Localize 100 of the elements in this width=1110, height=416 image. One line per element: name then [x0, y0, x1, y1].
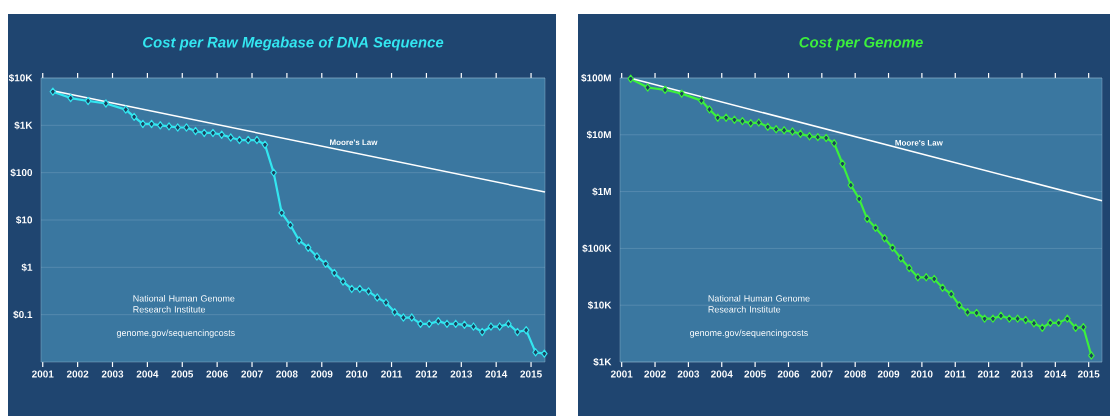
x-tick-label: 2011	[944, 370, 966, 378]
point	[532, 348, 539, 357]
chart-title: Cost per Genome	[799, 36, 923, 51]
point	[183, 123, 190, 132]
x-tick-label: 2002	[644, 370, 666, 378]
point	[1080, 322, 1087, 332]
point	[830, 139, 838, 148]
x-tick-label: 2001	[32, 370, 54, 378]
x-tick-label: 2015	[1077, 370, 1100, 378]
point	[67, 93, 74, 103]
point	[964, 308, 971, 317]
x-tick-label: 2006	[206, 370, 228, 378]
point	[365, 287, 372, 296]
point	[930, 274, 938, 284]
x-tick-label: 2009	[311, 370, 333, 378]
point	[780, 126, 788, 135]
x-tick-label: 2015	[520, 370, 542, 378]
x-tick-label: 2014	[485, 370, 508, 378]
point	[417, 319, 424, 329]
point	[905, 263, 913, 273]
point	[148, 119, 155, 129]
point	[698, 96, 705, 105]
x-tick-label: 2003	[677, 370, 700, 378]
point	[209, 128, 217, 138]
point	[200, 128, 208, 138]
point	[1005, 314, 1013, 323]
point	[1047, 318, 1054, 327]
x-tick-label: 2008	[844, 370, 866, 378]
point	[218, 130, 225, 139]
point	[391, 307, 398, 317]
point	[356, 284, 364, 294]
point	[722, 113, 730, 122]
y-tick-label: $100M	[581, 73, 611, 83]
point	[955, 301, 963, 310]
point	[496, 322, 503, 331]
y-tick-label: $1M	[592, 187, 611, 196]
x-tick-label: 2009	[877, 370, 900, 378]
x-tick-label: 2011	[381, 370, 403, 378]
x-tick-label: 2010	[911, 370, 933, 378]
x-tick-label: 2007	[241, 370, 263, 378]
point	[408, 313, 416, 322]
point	[997, 311, 1005, 321]
point	[373, 293, 381, 302]
point	[678, 89, 686, 98]
point	[295, 236, 303, 245]
x-tick-label: 2003	[101, 370, 124, 378]
point	[348, 284, 356, 294]
x-tick-label: 2012	[415, 370, 438, 378]
x-tick-label: 2013	[1011, 370, 1033, 378]
point	[706, 105, 713, 114]
point	[872, 223, 879, 233]
x-tick-label: 2008	[276, 370, 298, 378]
x-tick-label: 2013	[450, 370, 473, 378]
point	[739, 116, 746, 126]
y-tick-label: $1K	[593, 357, 612, 367]
y-tick-label: $100K	[582, 244, 612, 253]
point	[156, 121, 164, 130]
point	[322, 259, 329, 268]
point	[470, 322, 477, 331]
point	[714, 113, 722, 122]
x-tick-label: 2005	[171, 370, 194, 378]
point	[772, 125, 780, 134]
x-tick-label: 2005	[744, 370, 766, 378]
point	[102, 99, 110, 108]
point	[505, 319, 512, 329]
point	[236, 135, 243, 145]
point	[814, 132, 822, 142]
point	[881, 234, 888, 243]
point	[514, 327, 521, 337]
point	[1055, 318, 1062, 327]
point	[1064, 314, 1071, 323]
point	[939, 283, 946, 292]
point	[382, 298, 390, 307]
point	[1030, 319, 1038, 328]
point	[253, 135, 261, 145]
y-tick-label: $1	[21, 263, 33, 272]
point	[789, 127, 796, 136]
point	[122, 105, 130, 114]
y-tick-label: $1K	[14, 121, 33, 130]
annotation: National Human Genome Research Institute	[133, 295, 235, 313]
y-tick-label: $10K	[587, 301, 612, 310]
y-tick-label: $10K	[8, 73, 33, 83]
point	[192, 126, 199, 136]
point	[339, 277, 347, 286]
point	[806, 132, 813, 141]
point	[747, 119, 755, 128]
point	[981, 314, 988, 323]
point	[541, 349, 548, 358]
point	[1022, 315, 1029, 325]
point	[139, 119, 147, 129]
point	[304, 243, 312, 252]
point	[452, 319, 460, 329]
x-tick-label: 2010	[345, 370, 368, 378]
point	[84, 96, 92, 106]
point	[947, 289, 955, 299]
x-tick-label: 2004	[711, 370, 733, 378]
point	[764, 122, 772, 132]
point	[244, 135, 252, 145]
point	[487, 322, 495, 331]
point	[130, 112, 138, 122]
